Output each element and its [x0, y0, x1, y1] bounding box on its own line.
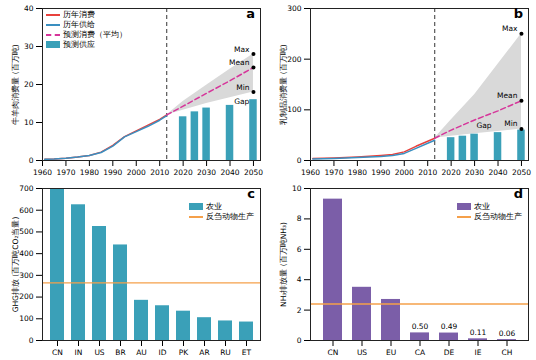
svg-text:20: 20: [24, 80, 34, 89]
svg-text:6: 6: [297, 245, 302, 254]
svg-text:ID: ID: [159, 348, 167, 357]
svg-text:2000: 2000: [395, 168, 414, 177]
html-text:预测消费（平均）: 预测消费（平均）: [63, 30, 127, 39]
svg-text:2030: 2030: [197, 168, 216, 177]
svg-text:500: 500: [19, 227, 34, 236]
svg-text:牛羊肉消费量 (百万吨): 牛羊肉消费量 (百万吨): [11, 44, 20, 124]
svg-text:2010: 2010: [150, 168, 169, 177]
svg-text:100: 100: [19, 314, 34, 323]
svg-text:2050: 2050: [512, 168, 531, 177]
svg-text:CA: CA: [415, 348, 426, 357]
svg-text:1980: 1980: [80, 168, 99, 177]
svg-text:Min: Min: [236, 83, 250, 92]
svg-text:1970: 1970: [324, 168, 343, 177]
svg-text:PK: PK: [179, 348, 190, 357]
html-text:c: c: [247, 186, 255, 201]
svg-text:Max: Max: [502, 24, 518, 33]
svg-text:乳制品消费量 (百万吨): 乳制品消费量 (百万吨): [279, 44, 288, 124]
svg-text:ET: ET: [242, 348, 252, 357]
svg-text:10: 10: [24, 118, 34, 127]
svg-text:Mean: Mean: [229, 58, 250, 67]
svg-text:Gap: Gap: [476, 121, 491, 130]
html-text:农业: 农业: [474, 202, 490, 211]
svg-text:600: 600: [19, 206, 34, 215]
svg-text:0.11: 0.11: [470, 328, 487, 337]
html-text:历年供给: 历年供给: [63, 20, 95, 29]
svg-text:1980: 1980: [348, 168, 367, 177]
svg-text:0.06: 0.06: [499, 329, 516, 338]
svg-text:US: US: [94, 348, 104, 357]
svg-text:2040: 2040: [220, 168, 239, 177]
html-text:历年消费: 历年消费: [63, 10, 95, 19]
svg-text:700: 700: [19, 184, 34, 193]
svg-text:Gap: Gap: [234, 97, 249, 106]
svg-text:200: 200: [19, 292, 34, 301]
svg-text:US: US: [357, 348, 367, 357]
svg-text:2020: 2020: [442, 168, 461, 177]
svg-text:2000: 2000: [127, 168, 146, 177]
svg-text:200: 200: [287, 55, 302, 64]
svg-text:8: 8: [297, 214, 302, 223]
svg-text:2050: 2050: [244, 168, 263, 177]
svg-text:AR: AR: [199, 348, 209, 357]
svg-text:NH₃排放量 (百万吨NH₃): NH₃排放量 (百万吨NH₃): [279, 222, 288, 307]
html-text:农业: 农业: [206, 202, 222, 211]
svg-text:IE: IE: [475, 348, 482, 357]
svg-text:1990: 1990: [371, 168, 390, 177]
svg-text:Min: Min: [504, 119, 518, 128]
svg-text:2030: 2030: [465, 168, 484, 177]
svg-text:2020: 2020: [174, 168, 193, 177]
svg-text:1960: 1960: [301, 168, 320, 177]
svg-text:GHG排放 (百万吨CO₂当量): GHG排放 (百万吨CO₂当量): [11, 217, 20, 313]
svg-text:BR: BR: [115, 348, 125, 357]
svg-text:RU: RU: [220, 348, 231, 357]
html-text:反刍动物生产: 反刍动物生产: [206, 212, 254, 221]
svg-text:0.49: 0.49: [441, 322, 458, 331]
svg-text:CH: CH: [502, 348, 513, 357]
svg-text:CN: CN: [52, 348, 63, 357]
svg-text:30: 30: [24, 42, 34, 51]
svg-text:2040: 2040: [488, 168, 507, 177]
svg-text:0: 0: [297, 156, 302, 165]
svg-text:0.50: 0.50: [412, 322, 429, 331]
svg-text:1990: 1990: [103, 168, 122, 177]
svg-text:2010: 2010: [418, 168, 437, 177]
svg-text:300: 300: [287, 4, 302, 13]
svg-text:4: 4: [297, 275, 302, 284]
svg-text:CN: CN: [328, 348, 339, 357]
svg-text:AU: AU: [136, 348, 147, 357]
svg-text:40: 40: [24, 4, 34, 13]
html-text:预测供应: 预测供应: [63, 40, 95, 49]
html-text:a: a: [246, 6, 255, 21]
svg-text:2: 2: [297, 306, 302, 315]
html-text:反刍动物生产: 反刍动物生产: [474, 212, 522, 221]
svg-text:400: 400: [19, 249, 34, 258]
svg-text:0: 0: [29, 156, 34, 165]
svg-text:EU: EU: [386, 348, 396, 357]
svg-text:0: 0: [297, 336, 302, 345]
svg-text:1960: 1960: [33, 168, 52, 177]
svg-text:300: 300: [19, 271, 34, 280]
svg-text:DE: DE: [444, 348, 455, 357]
html-text:b: b: [513, 6, 523, 21]
svg-text:IN: IN: [75, 348, 83, 357]
html-text:d: d: [513, 186, 523, 201]
svg-text:0: 0: [29, 336, 34, 345]
svg-text:Mean: Mean: [497, 91, 518, 100]
svg-text:10: 10: [292, 184, 302, 193]
svg-text:1970: 1970: [56, 168, 75, 177]
svg-text:100: 100: [287, 105, 302, 114]
svg-text:Max: Max: [234, 45, 250, 54]
